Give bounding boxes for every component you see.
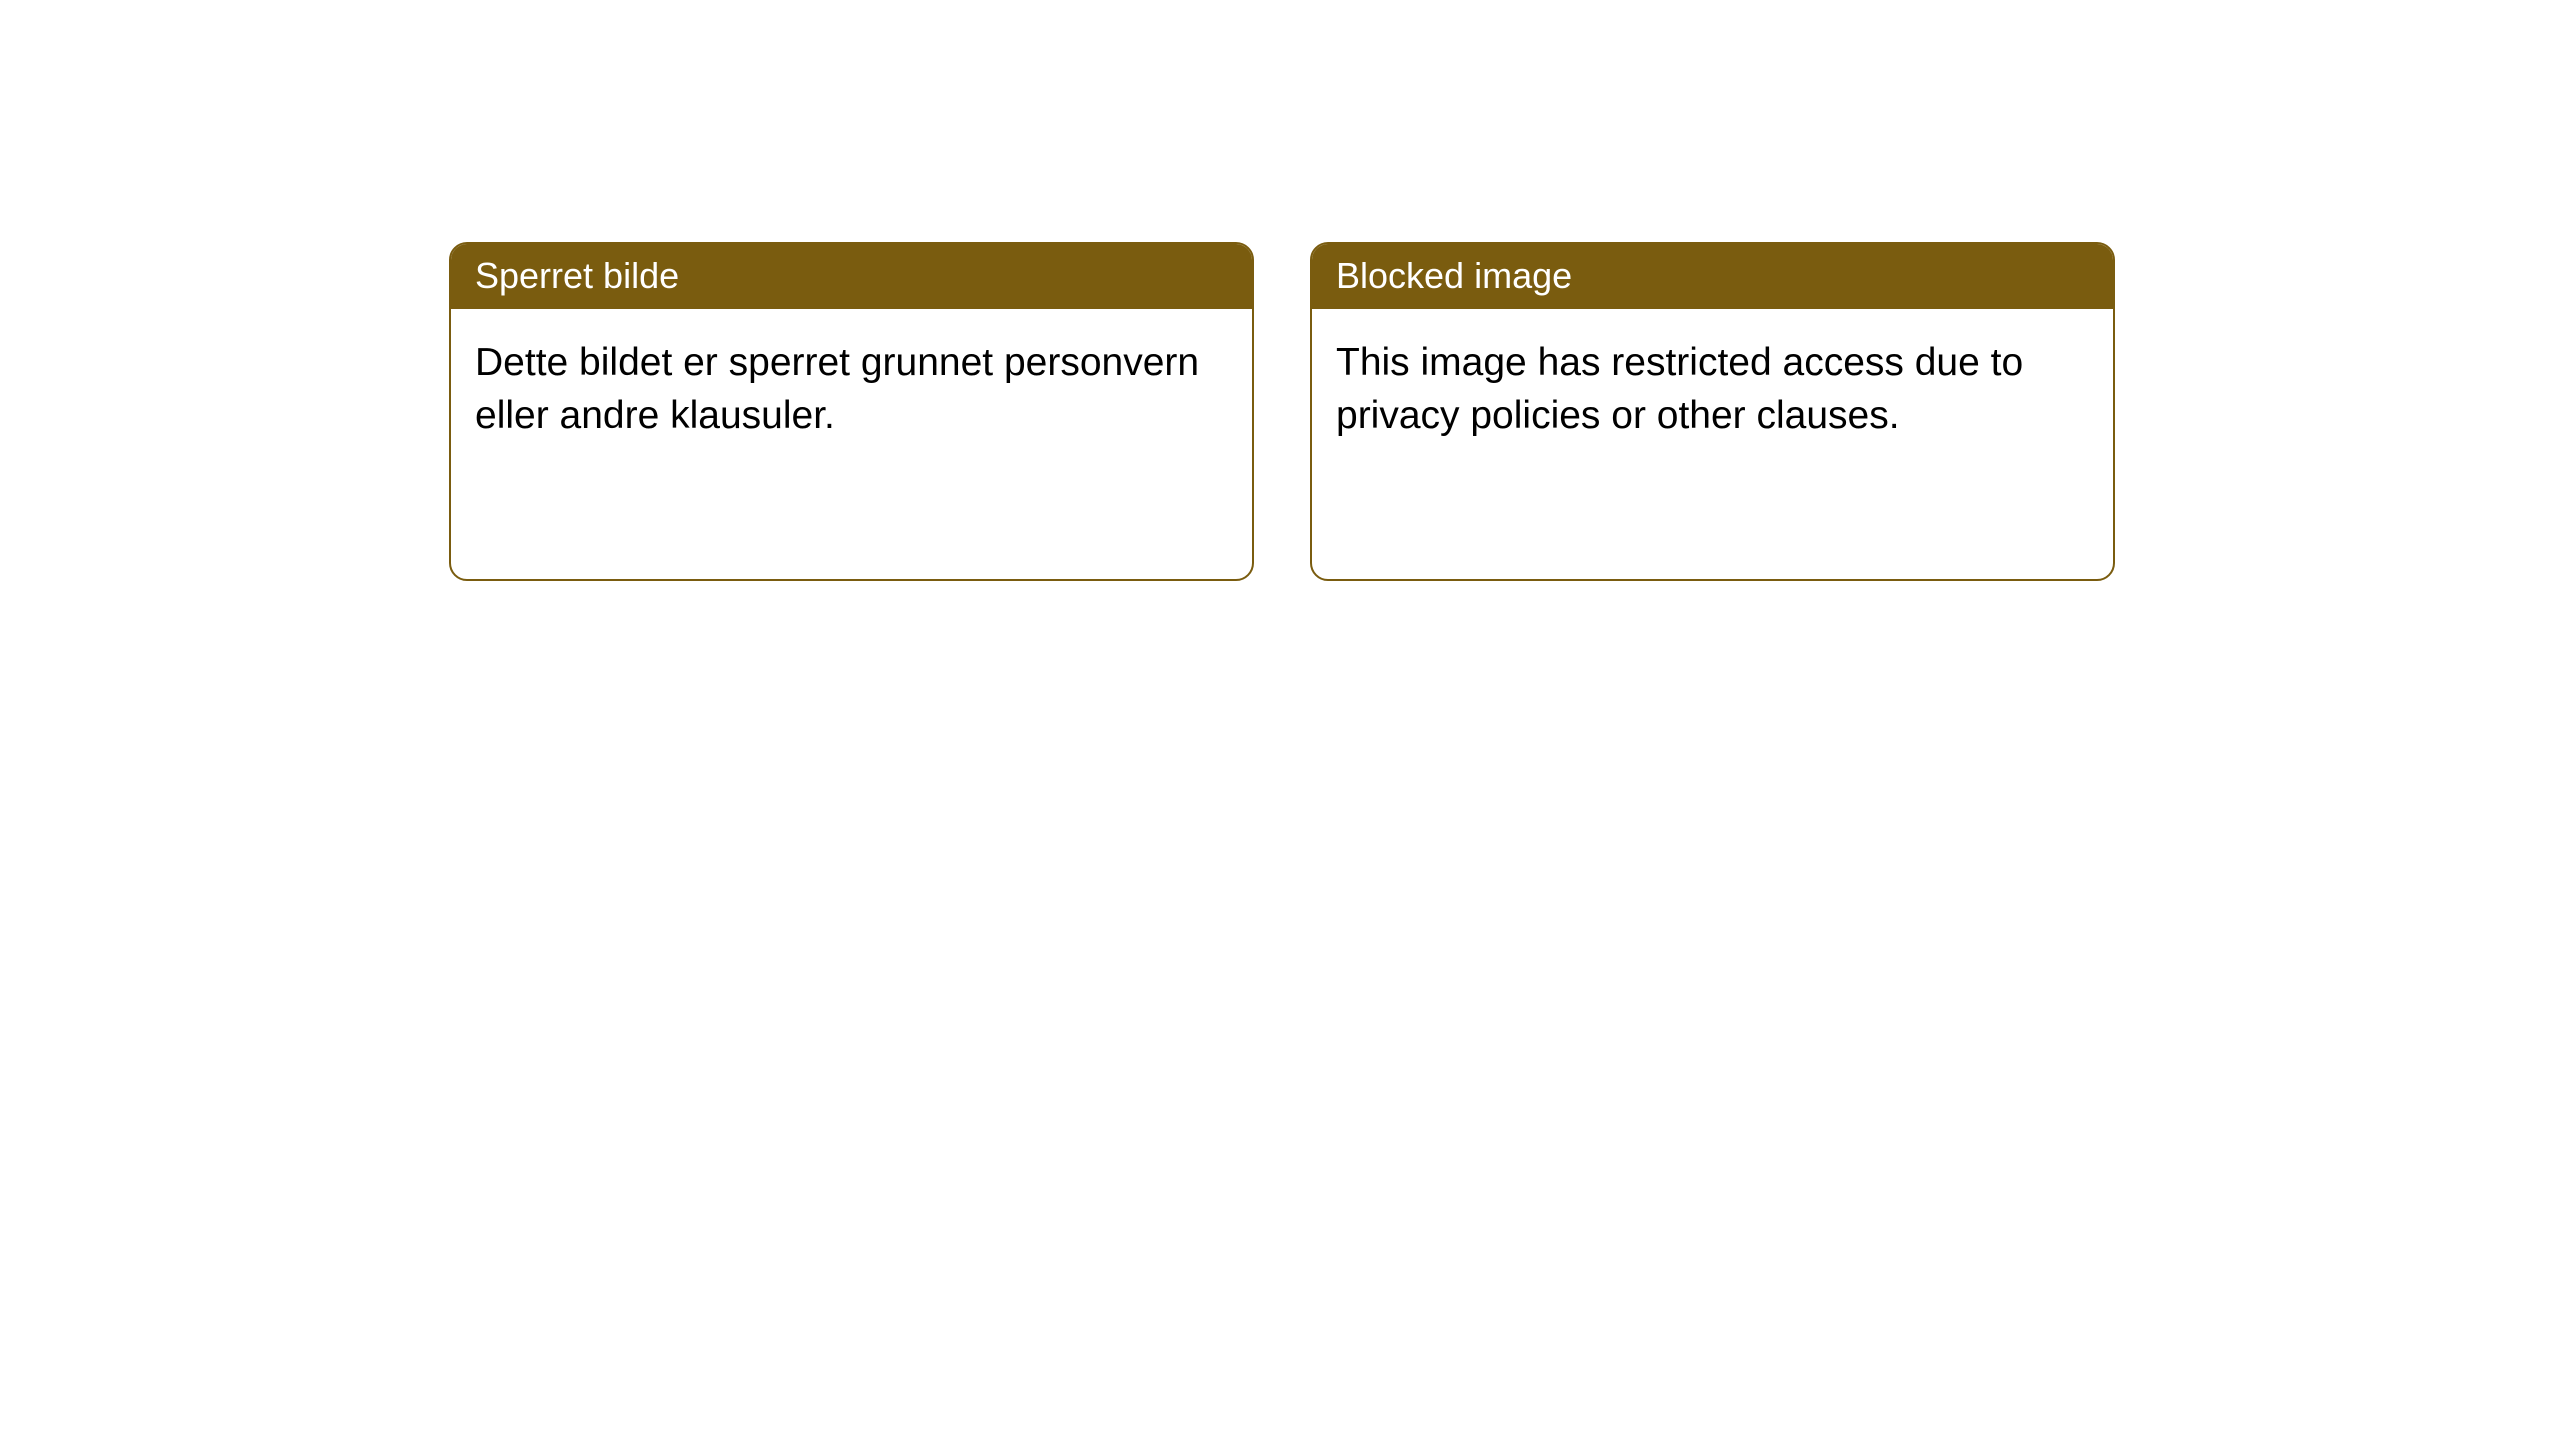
notice-cards-container: Sperret bilde Dette bildet er sperret gr…: [449, 242, 2115, 581]
notice-card-english: Blocked image This image has restricted …: [1310, 242, 2115, 581]
notice-card-norwegian: Sperret bilde Dette bildet er sperret gr…: [449, 242, 1254, 581]
card-header: Blocked image: [1312, 244, 2113, 309]
card-body: This image has restricted access due to …: [1312, 309, 2113, 470]
card-body: Dette bildet er sperret grunnet personve…: [451, 309, 1252, 470]
card-header: Sperret bilde: [451, 244, 1252, 309]
